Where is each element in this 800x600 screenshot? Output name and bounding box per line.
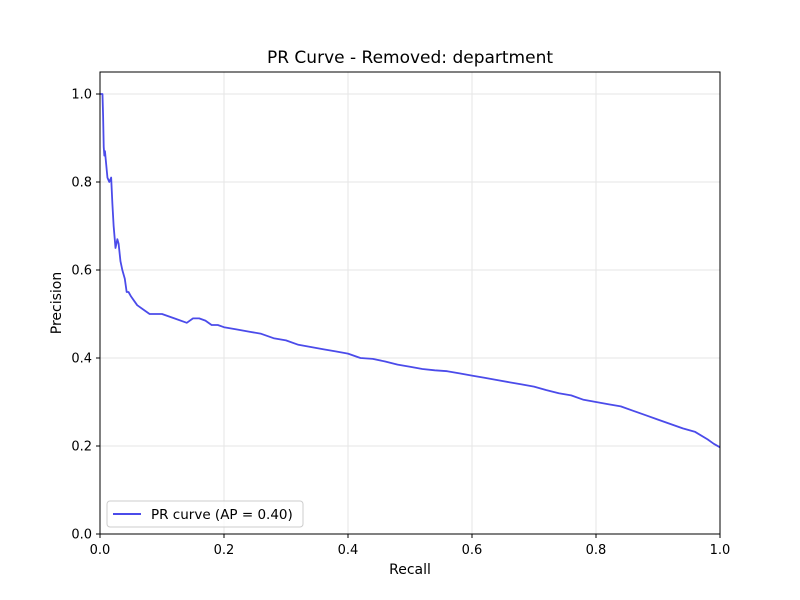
- y-tick-label: 0.2: [71, 440, 92, 455]
- x-tick-label: 1.0: [710, 543, 731, 558]
- y-tick-label: 1.0: [71, 88, 92, 103]
- x-tick-label: 0.4: [338, 543, 359, 558]
- x-tick-label: 0.2: [214, 543, 235, 558]
- legend-box: [106, 500, 304, 528]
- x-tick-label: 0.0: [90, 543, 111, 558]
- legend: PR curve (AP = 0.40): [106, 500, 304, 528]
- x-tick-label: 0.8: [586, 543, 607, 558]
- series-layer: [100, 93, 721, 449]
- plot-frame: [99, 71, 721, 535]
- tick-layer: 0.0 0.2 0.4 0.6 0.8 1.0 0.0 0.2 0.4 0.6 0.8 1.0: [71, 88, 730, 559]
- y-tick-label: 0.8: [71, 176, 92, 191]
- y-axis-label: Precision: [49, 272, 65, 334]
- y-tick-label: 0.0: [71, 528, 92, 543]
- grid-lines: [99, 72, 721, 535]
- y-tick-label: 0.6: [71, 264, 92, 279]
- x-tick-label: 0.6: [462, 543, 483, 558]
- legend-label: PR curve (AP = 0.40): [151, 507, 293, 523]
- chart-title: PR Curve - Removed: department: [267, 48, 553, 68]
- y-tick-label: 0.4: [71, 352, 92, 367]
- x-axis-label: Recall: [389, 562, 431, 578]
- pr-curve-line: [100, 93, 721, 449]
